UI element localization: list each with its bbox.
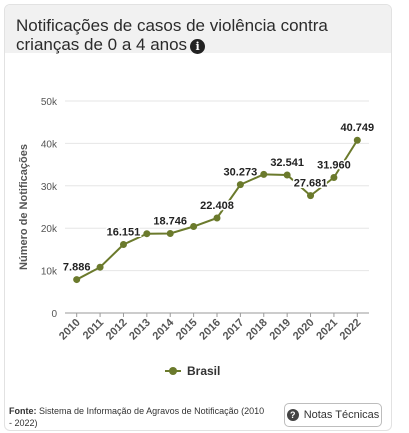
data-label: 27.681	[294, 178, 328, 190]
legend-marker-icon	[165, 366, 181, 376]
data-point	[190, 223, 198, 231]
y-tick-label: 20k	[41, 224, 58, 235]
x-tick-label: 2018	[244, 317, 270, 343]
question-icon: ?	[286, 409, 299, 421]
chart-title: Notificações de casos de violência contr…	[16, 16, 376, 54]
x-tick-label: 2012	[104, 317, 130, 343]
x-tick-label: 2021	[314, 317, 340, 343]
data-point	[96, 263, 104, 271]
data-label: 30.273	[224, 167, 258, 179]
data-label: 16.151	[107, 227, 141, 239]
x-tick-label: 2017	[221, 317, 247, 343]
y-axis-title: Número de Notificações	[18, 144, 30, 270]
x-tick-label: 2013	[127, 317, 153, 343]
data-label: 18.746	[153, 216, 187, 228]
data-label: 32.541	[270, 157, 304, 169]
y-tick-label: 40k	[41, 139, 58, 150]
legend[interactable]: Brasil	[165, 361, 220, 381]
chart-card: Notificações de casos de violência contr…	[4, 4, 392, 431]
data-point	[236, 181, 244, 189]
data-label: 40.749	[340, 122, 374, 134]
data-point	[307, 192, 315, 200]
line-chart: 0 10k 20k 30k 40k 50k 201020112012201320142015…	[18, 97, 376, 343]
legend-label-brasil: Brasil	[187, 364, 221, 378]
data-point	[283, 171, 291, 179]
data-point	[143, 230, 151, 238]
x-tick-label: 2011	[81, 317, 106, 342]
data-point	[213, 214, 221, 222]
x-tick-label: 2014	[151, 316, 177, 342]
y-tick-label: 10k	[41, 267, 58, 278]
x-tick-label: 2015	[174, 317, 200, 343]
y-tick-label: 50k	[41, 97, 58, 108]
data-point	[260, 170, 268, 178]
x-tick-label: 2016	[197, 317, 223, 343]
y-tick-label: 0	[51, 309, 57, 320]
x-tick-label: 2019	[267, 317, 293, 343]
technical-notes-button[interactable]: ? Notas Técnicas	[284, 403, 382, 427]
source-label: Fonte:	[9, 406, 37, 416]
data-label: 7.886	[63, 262, 91, 274]
data-label: 22.408	[200, 200, 234, 212]
data-point	[119, 241, 127, 249]
data-point	[353, 136, 361, 144]
data-point	[330, 173, 338, 181]
info-icon[interactable]: i	[190, 39, 206, 54]
y-tick-label: 30k	[41, 182, 58, 193]
chart-title-text: Notificações de casos de violência contr…	[16, 16, 328, 54]
data-label: 31.960	[317, 159, 351, 171]
x-tick-label: 2022	[338, 317, 364, 343]
x-tick-label: 2020	[291, 317, 317, 343]
source-note: Fonte: Sistema de Informação de Agravos …	[9, 405, 269, 429]
x-tick-label: 2010	[57, 317, 83, 343]
data-point	[73, 276, 81, 284]
source-text: Sistema de Informação de Agravos de Noti…	[9, 406, 265, 428]
data-point	[166, 230, 174, 238]
title-bar: Notificações de casos de violência contr…	[5, 5, 391, 54]
technical-notes-label: Notas Técnicas	[303, 409, 380, 421]
